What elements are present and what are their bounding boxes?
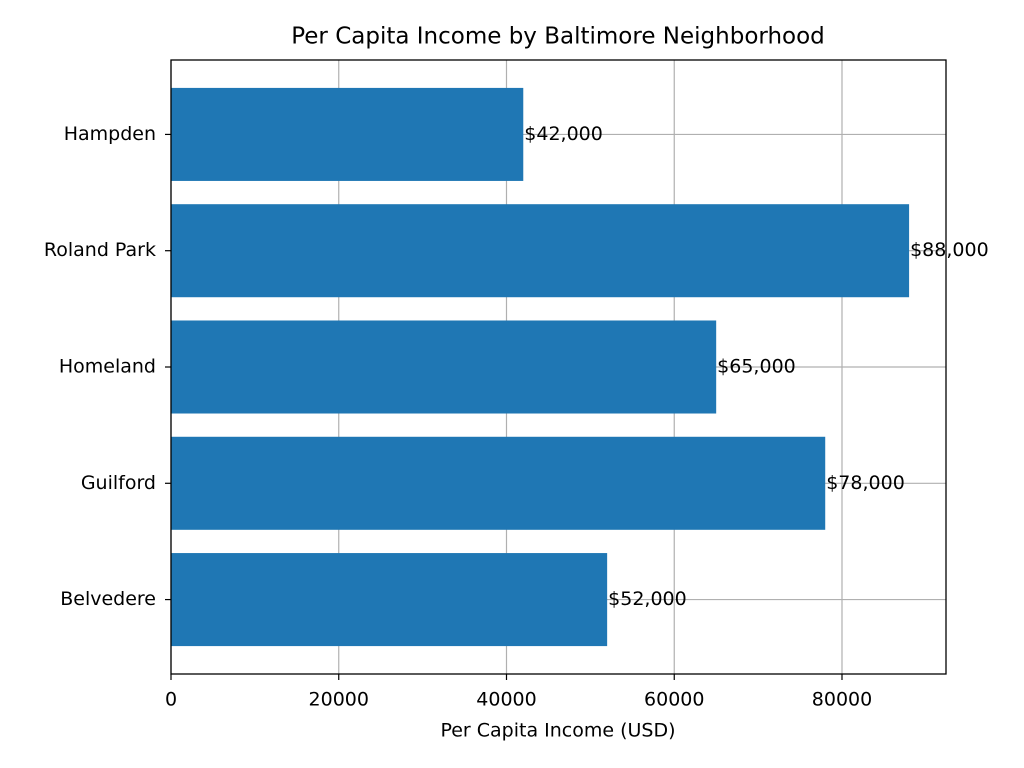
x-tick-label: 20000	[309, 689, 369, 711]
y-tick-label: Hampden	[64, 123, 156, 145]
bar	[171, 204, 910, 298]
bar	[171, 87, 524, 181]
value-label: $78,000	[826, 472, 905, 494]
value-label: $88,000	[910, 239, 989, 261]
value-label: $52,000	[608, 588, 687, 610]
y-tick-label: Guilford	[81, 472, 156, 494]
marks	[171, 87, 910, 647]
bar	[171, 553, 608, 647]
x-tick-label: 0	[165, 689, 177, 711]
bar	[171, 436, 826, 530]
bar	[171, 320, 717, 414]
y-tick-label: Belvedere	[60, 588, 156, 610]
value-label: $42,000	[524, 123, 603, 145]
x-axis-label: Per Capita Income (USD)	[440, 720, 675, 742]
y-tick-label: Roland Park	[44, 239, 156, 261]
y-tick-label: Homeland	[59, 356, 156, 378]
chart-title: Per Capita Income by Baltimore Neighborh…	[291, 24, 825, 50]
x-tick-label: 80000	[812, 689, 872, 711]
x-tick-label: 40000	[476, 689, 536, 711]
x-tick-label: 60000	[644, 689, 704, 711]
value-label: $65,000	[717, 356, 796, 378]
